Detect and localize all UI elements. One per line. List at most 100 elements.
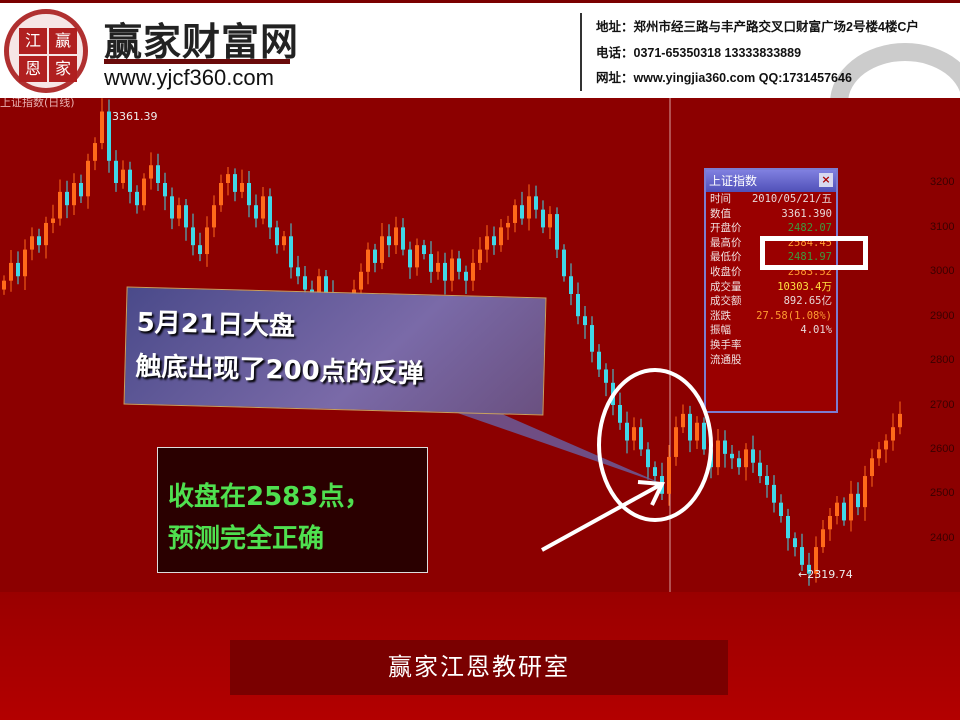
arrow-icon xyxy=(541,483,661,552)
candle xyxy=(401,218,405,256)
candle xyxy=(604,363,608,397)
candle xyxy=(240,169,244,199)
y-tick: 3100 xyxy=(930,221,955,233)
y-tick: 2900 xyxy=(930,310,955,322)
candle xyxy=(135,185,139,214)
candle xyxy=(681,404,685,433)
popup-row: 成交量 10303.4万 xyxy=(706,280,836,295)
candle xyxy=(639,418,643,457)
candle xyxy=(499,218,503,252)
popup-row: 最低价 2481.97 xyxy=(706,250,836,265)
candle xyxy=(730,444,734,469)
logo-char: 赢 xyxy=(49,28,77,54)
row-label: 最低价 xyxy=(710,251,742,264)
candle xyxy=(275,220,279,254)
row-value: 27.58(1.08%) xyxy=(756,309,832,322)
row-label: 成交额 xyxy=(710,295,742,308)
candle xyxy=(296,255,300,285)
candle xyxy=(422,239,426,260)
candle xyxy=(625,411,629,454)
candle xyxy=(807,552,811,586)
candle xyxy=(464,265,468,294)
candle xyxy=(590,316,594,363)
candle xyxy=(44,216,48,259)
candle xyxy=(737,450,741,475)
y-tick: 2700 xyxy=(930,399,955,411)
website: 网址：www.yingjia360.com QQ:1731457646 xyxy=(596,71,852,85)
row-label: 流通股 xyxy=(710,353,742,366)
popup-row: 流通股 xyxy=(706,353,836,368)
candle xyxy=(23,239,27,291)
note-line: 收盘在2583点， xyxy=(168,482,371,512)
candle xyxy=(856,482,860,516)
candle xyxy=(492,226,496,255)
row-value: 892.65亿 xyxy=(783,295,832,308)
candle xyxy=(667,444,671,506)
candle xyxy=(779,494,783,523)
logo-char: 江 xyxy=(19,28,47,54)
candle xyxy=(555,207,559,259)
close-icon[interactable]: × xyxy=(819,173,833,187)
candle xyxy=(205,216,209,267)
footer-banner: 赢家江恩教研室 xyxy=(230,640,728,695)
candle xyxy=(723,430,727,468)
candle xyxy=(541,200,545,234)
highlight-circle xyxy=(597,368,713,522)
candle xyxy=(191,213,195,256)
candle xyxy=(849,480,853,532)
candle xyxy=(373,243,377,273)
y-tick: 2500 xyxy=(930,487,955,499)
high-label: 3361.39 xyxy=(112,110,158,123)
candle xyxy=(744,443,748,481)
phone: 电话：0371-65350318 13333833889 xyxy=(596,46,802,60)
row-label: 成交量 xyxy=(710,280,742,293)
site-url: www.yjcf360.com xyxy=(104,65,274,90)
row-value: 3361.390 xyxy=(781,207,832,220)
arrow-head xyxy=(637,480,666,506)
candle xyxy=(772,475,776,513)
low-label: ←2319.74 xyxy=(798,568,853,581)
candle xyxy=(457,250,461,280)
row-label: 振幅 xyxy=(710,324,731,337)
popup-row: 振幅 4.01% xyxy=(706,323,836,338)
candle xyxy=(632,417,636,451)
candle xyxy=(2,275,6,295)
popup-row: 成交额 892.65亿 xyxy=(706,294,836,309)
candle xyxy=(415,238,419,276)
candle xyxy=(793,532,797,557)
candle xyxy=(51,204,55,234)
candle xyxy=(100,98,104,150)
y-tick: 3000 xyxy=(930,265,955,277)
row-label: 收盘价 xyxy=(710,265,742,278)
candle xyxy=(163,172,167,211)
candle xyxy=(219,174,223,212)
popup-row: 数值 3361.390 xyxy=(706,207,836,222)
candle xyxy=(821,519,825,553)
row-value: 10303.4万 xyxy=(777,280,832,293)
candle xyxy=(842,497,846,526)
candle xyxy=(121,160,125,189)
candle xyxy=(891,413,895,451)
candle xyxy=(366,242,370,285)
candle xyxy=(527,184,531,231)
candle xyxy=(870,449,874,487)
candle xyxy=(394,216,398,255)
candle xyxy=(9,250,13,292)
callout-pointer xyxy=(420,400,665,485)
candle xyxy=(429,241,433,283)
candle xyxy=(646,442,650,480)
candle xyxy=(128,161,132,204)
candle xyxy=(450,249,454,292)
candle xyxy=(520,191,524,225)
row-value: 2482.07 xyxy=(787,222,832,235)
y-tick: 2800 xyxy=(930,354,955,366)
candle xyxy=(177,197,181,227)
candle xyxy=(436,251,440,280)
row-label: 开盘价 xyxy=(710,222,742,235)
divider xyxy=(104,59,290,64)
candle xyxy=(198,232,202,262)
y-tick: 2400 xyxy=(930,532,955,544)
candle xyxy=(268,188,272,239)
candle xyxy=(562,244,566,282)
